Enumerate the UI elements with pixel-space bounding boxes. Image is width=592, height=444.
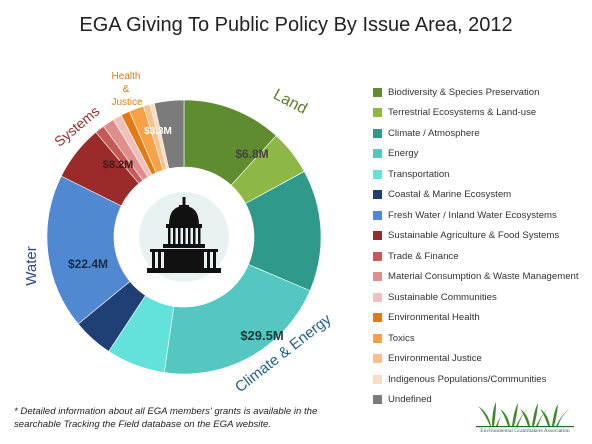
chart-legend: Biodiversity & Species Preservation Terre… — [373, 82, 588, 410]
legend-swatch — [373, 272, 382, 282]
legend-label: Toxics — [388, 332, 415, 344]
legend-label: Transportation — [388, 168, 450, 180]
legend-item: Trade & Finance — [373, 246, 588, 267]
legend-item: Indigenous Populations/Communities — [373, 369, 588, 390]
legend-label: Material Consumption & Waste Management — [388, 271, 579, 283]
legend-item: Climate / Atmosphere — [373, 123, 588, 144]
legend-swatch — [373, 374, 382, 384]
legend-item: Environmental Health — [373, 308, 588, 329]
legend-swatch — [373, 108, 382, 118]
legend-label: Trade & Finance — [388, 250, 459, 262]
value-label: $29.5M — [240, 328, 283, 343]
capitol-dome-icon — [147, 197, 221, 273]
value-label: $8.2M — [103, 159, 134, 171]
legend-item: Terrestrial Ecosystems & Land-use — [373, 103, 588, 124]
group-label: Justice — [111, 97, 143, 108]
group-label: Land — [270, 86, 309, 118]
legend-swatch — [373, 251, 382, 261]
legend-swatch — [373, 354, 382, 364]
legend-item: Sustainable Communities — [373, 287, 588, 308]
legend-swatch — [373, 395, 382, 405]
group-label: & — [123, 84, 130, 95]
legend-swatch — [373, 210, 382, 220]
legend-swatch — [373, 128, 382, 138]
legend-label: Coastal & Marine Ecosystem — [388, 189, 512, 201]
group-label: Health — [112, 71, 141, 82]
logo-text: Environmental Grantmakers Association — [480, 428, 570, 434]
value-label: $3.3M — [144, 126, 172, 137]
value-label: $6.8M — [235, 147, 268, 161]
legend-label: Biodiversity & Species Preservation — [388, 86, 540, 98]
legend-label: Sustainable Communities — [388, 291, 497, 303]
legend-item: Environmental Justice — [373, 349, 588, 370]
footnote: * Detailed information about all EGA mem… — [14, 406, 318, 430]
legend-label: Undefined — [388, 394, 432, 406]
legend-swatch — [373, 149, 382, 159]
legend-swatch — [373, 292, 382, 302]
legend-swatch — [373, 313, 382, 323]
legend-swatch — [373, 87, 382, 97]
legend-label: Environmental Justice — [388, 353, 482, 365]
chart-title: EGA Giving To Public Policy By Issue Are… — [79, 14, 513, 36]
legend-item: Toxics — [373, 328, 588, 349]
legend-swatch — [373, 333, 382, 343]
legend-item: Energy — [373, 144, 588, 165]
legend-label: Sustainable Agriculture & Food Systems — [388, 230, 560, 242]
value-label: $22.4M — [68, 257, 108, 271]
legend-swatch — [373, 190, 382, 200]
legend-label: Climate / Atmosphere — [388, 127, 480, 139]
legend-item: Material Consumption & Waste Management — [373, 267, 588, 288]
ega-logo: Environmental Grantmakers Association — [470, 400, 580, 438]
legend-item: Sustainable Agriculture & Food Systems — [373, 226, 588, 247]
legend-label: Energy — [388, 148, 419, 160]
legend-item: Biodiversity & Species Preservation — [373, 82, 588, 103]
legend-item: Transportation — [373, 164, 588, 185]
legend-label: Fresh Water / Inland Water Ecosystems — [388, 209, 557, 221]
legend-item: Coastal & Marine Ecosystem — [373, 185, 588, 206]
legend-label: Indigenous Populations/Communities — [388, 373, 547, 385]
legend-label: Terrestrial Ecosystems & Land-use — [388, 107, 537, 119]
legend-item: Fresh Water / Inland Water Ecosystems — [373, 205, 588, 226]
legend-item: Undefined — [373, 390, 588, 411]
legend-label: Environmental Health — [388, 312, 480, 324]
group-label: Water — [23, 246, 40, 285]
legend-swatch — [373, 231, 382, 241]
legend-swatch — [373, 169, 382, 179]
